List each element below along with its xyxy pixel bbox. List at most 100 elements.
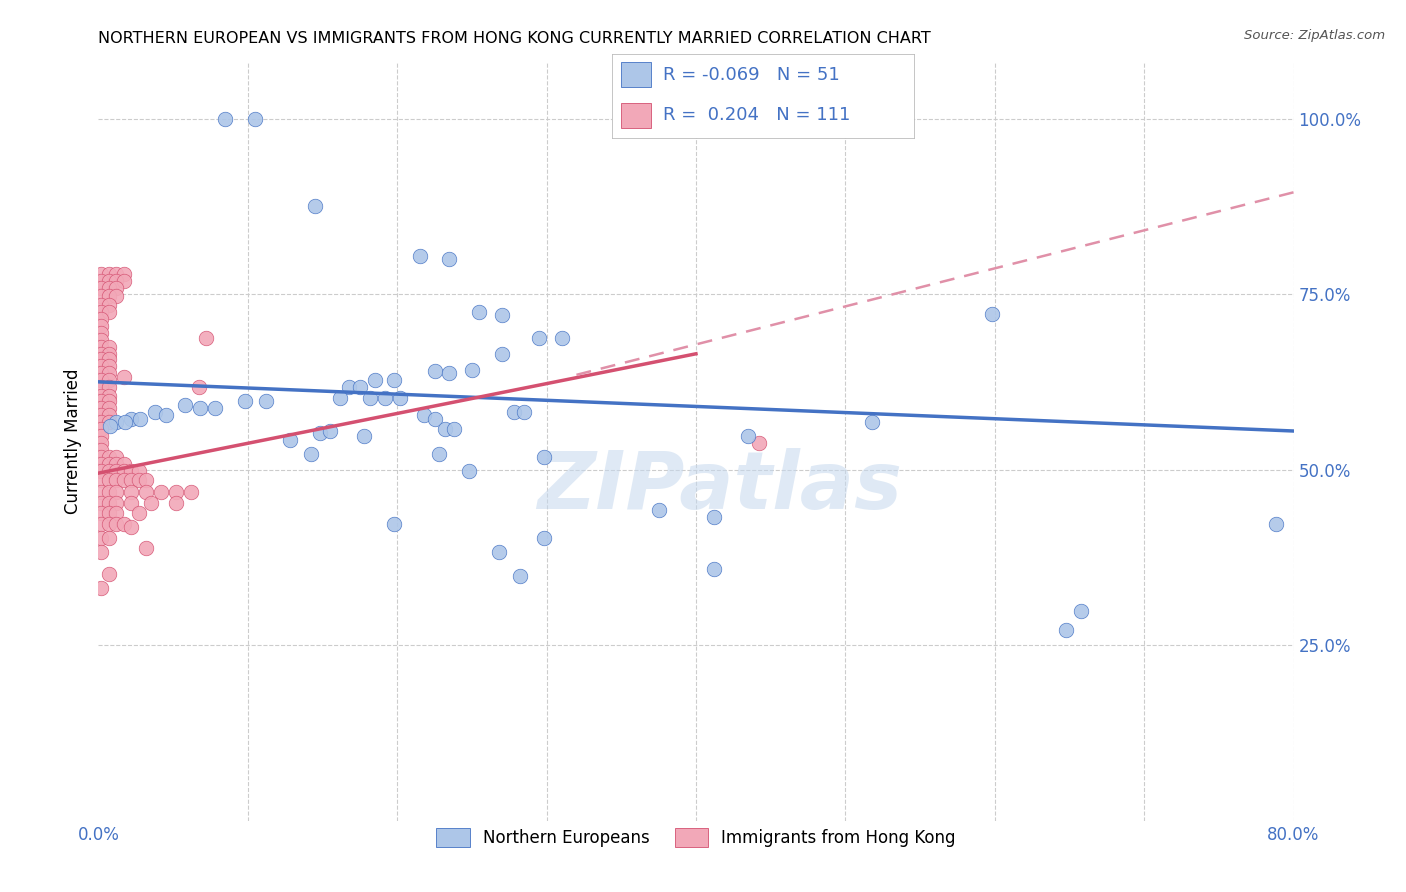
Point [90, 318, 112, 333]
Point [1264, 517, 1286, 532]
Point [502, 405, 524, 419]
Point [97, 275, 120, 289]
Point [105, 485, 128, 500]
Text: R =  0.204   N = 111: R = 0.204 N = 111 [664, 106, 851, 124]
Point [135, 541, 157, 556]
Point [439, 366, 461, 380]
Point [860, 415, 883, 429]
Point [97, 288, 120, 302]
Point [97, 485, 120, 500]
Point [97, 359, 120, 373]
Point [97, 464, 120, 478]
Point [647, 503, 669, 517]
Point [90, 268, 112, 282]
Point [748, 436, 770, 450]
Point [112, 268, 135, 282]
Point [703, 510, 725, 524]
Point [513, 405, 536, 419]
Point [97, 408, 120, 422]
Point [374, 391, 396, 405]
Point [443, 422, 465, 436]
Point [90, 351, 112, 366]
Point [90, 275, 112, 289]
Point [90, 366, 112, 380]
Point [97, 298, 120, 312]
Point [112, 464, 135, 478]
Point [364, 373, 387, 387]
Point [527, 331, 550, 345]
Point [509, 569, 531, 583]
Point [254, 393, 277, 408]
Point [90, 359, 112, 373]
Point [105, 288, 128, 302]
Point [120, 412, 142, 426]
Point [90, 532, 112, 546]
Point [174, 398, 197, 412]
Point [278, 433, 301, 447]
Point [427, 447, 450, 461]
Point [187, 380, 209, 394]
Point [353, 429, 375, 443]
Text: NORTHERN EUROPEAN VS IMMIGRANTS FROM HONG KONG CURRENTLY MARRIED CORRELATION CHA: NORTHERN EUROPEAN VS IMMIGRANTS FROM HON… [98, 31, 931, 46]
Point [488, 545, 510, 559]
Text: ZIPatlas: ZIPatlas [537, 448, 903, 526]
Point [319, 424, 342, 438]
Point [90, 340, 112, 354]
Point [233, 393, 256, 408]
Point [90, 464, 112, 478]
Point [98, 419, 122, 434]
Point [359, 391, 381, 405]
Point [97, 401, 120, 415]
Point [97, 457, 120, 471]
Point [112, 517, 135, 532]
Point [97, 506, 120, 520]
Point [90, 429, 112, 443]
Point [90, 436, 112, 450]
Point [97, 351, 120, 366]
Point [204, 401, 226, 415]
Point [90, 326, 112, 340]
Point [413, 408, 436, 422]
Point [329, 391, 352, 405]
Point [491, 308, 513, 322]
Point [105, 415, 128, 429]
Point [737, 429, 759, 443]
Point [105, 517, 128, 532]
Point [90, 311, 112, 326]
Point [97, 496, 120, 510]
Point [97, 566, 120, 581]
Point [491, 347, 513, 361]
Point [90, 347, 112, 361]
Point [97, 380, 120, 394]
Point [90, 545, 112, 559]
Point [90, 393, 112, 408]
Bar [620, 103, 651, 128]
Point [97, 532, 120, 546]
Point [105, 473, 128, 487]
Point [214, 112, 236, 126]
Point [90, 442, 112, 457]
Point [90, 408, 112, 422]
Point [461, 363, 484, 377]
Point [308, 426, 330, 441]
Point [90, 389, 112, 403]
Point [408, 248, 430, 262]
Point [434, 422, 457, 436]
Point [112, 275, 135, 289]
Bar [620, 62, 651, 87]
Point [90, 506, 112, 520]
Point [112, 473, 135, 487]
Point [135, 485, 157, 500]
Point [139, 496, 162, 510]
Point [90, 457, 112, 471]
Point [97, 517, 120, 532]
Point [165, 496, 187, 510]
Point [120, 485, 142, 500]
Point [97, 366, 120, 380]
Point [349, 380, 371, 394]
Point [155, 408, 177, 422]
Point [195, 331, 218, 345]
Point [128, 464, 150, 478]
Point [339, 380, 361, 394]
Point [105, 457, 128, 471]
